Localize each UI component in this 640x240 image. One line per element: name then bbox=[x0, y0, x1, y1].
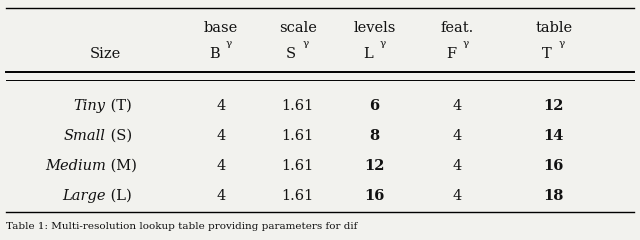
Text: L: L bbox=[363, 47, 373, 61]
Text: 4: 4 bbox=[216, 159, 225, 173]
Text: B: B bbox=[209, 47, 220, 61]
Text: 1.61: 1.61 bbox=[282, 159, 314, 173]
Text: 4: 4 bbox=[453, 129, 462, 143]
Text: table: table bbox=[535, 21, 572, 35]
Text: Tiny: Tiny bbox=[74, 99, 106, 113]
Text: 4: 4 bbox=[216, 129, 225, 143]
Text: γ: γ bbox=[226, 39, 232, 48]
Text: Size: Size bbox=[90, 47, 121, 61]
Text: 4: 4 bbox=[453, 159, 462, 173]
Text: 4: 4 bbox=[216, 99, 225, 113]
Text: 8: 8 bbox=[369, 129, 380, 143]
Text: 4: 4 bbox=[453, 99, 462, 113]
Text: 1.61: 1.61 bbox=[282, 99, 314, 113]
Text: 16: 16 bbox=[543, 159, 564, 173]
Text: levels: levels bbox=[353, 21, 396, 35]
Text: feat.: feat. bbox=[441, 21, 474, 35]
Text: (M): (M) bbox=[106, 159, 136, 173]
Text: F: F bbox=[446, 47, 456, 61]
Text: Table 1: Multi-resolution lookup table providing parameters for dif: Table 1: Multi-resolution lookup table p… bbox=[6, 222, 358, 231]
Text: γ: γ bbox=[559, 39, 565, 48]
Text: 18: 18 bbox=[543, 189, 564, 203]
Text: base: base bbox=[204, 21, 238, 35]
Text: 12: 12 bbox=[364, 159, 385, 173]
Text: scale: scale bbox=[278, 21, 317, 35]
Text: γ: γ bbox=[303, 39, 309, 48]
Text: 16: 16 bbox=[364, 189, 385, 203]
Text: (S): (S) bbox=[106, 129, 132, 143]
Text: 6: 6 bbox=[369, 99, 380, 113]
Text: 4: 4 bbox=[453, 189, 462, 203]
Text: T: T bbox=[542, 47, 552, 61]
Text: (T): (T) bbox=[106, 99, 131, 113]
Text: 14: 14 bbox=[543, 129, 564, 143]
Text: Small: Small bbox=[64, 129, 106, 143]
Text: Large: Large bbox=[62, 189, 106, 203]
Text: Medium: Medium bbox=[45, 159, 106, 173]
Text: γ: γ bbox=[463, 39, 469, 48]
Text: 12: 12 bbox=[543, 99, 564, 113]
Text: S: S bbox=[286, 47, 296, 61]
Text: (L): (L) bbox=[106, 189, 131, 203]
Text: 4: 4 bbox=[216, 189, 225, 203]
Text: 1.61: 1.61 bbox=[282, 189, 314, 203]
Text: 1.61: 1.61 bbox=[282, 129, 314, 143]
Text: γ: γ bbox=[380, 39, 386, 48]
